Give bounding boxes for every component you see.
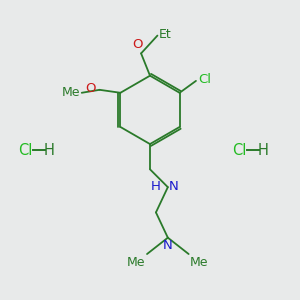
Text: O: O <box>85 82 96 95</box>
Text: N: N <box>163 239 173 252</box>
Text: O: O <box>132 38 142 51</box>
Text: Cl: Cl <box>232 142 246 158</box>
Text: Et: Et <box>159 28 172 41</box>
Text: H: H <box>258 142 269 158</box>
Text: Cl: Cl <box>18 142 32 158</box>
Text: N: N <box>169 180 178 193</box>
Text: Me: Me <box>62 86 80 99</box>
Text: Me: Me <box>127 256 146 269</box>
Text: H: H <box>151 180 160 193</box>
Text: H: H <box>44 142 55 158</box>
Text: Cl: Cl <box>198 73 211 86</box>
Text: Me: Me <box>190 256 208 269</box>
